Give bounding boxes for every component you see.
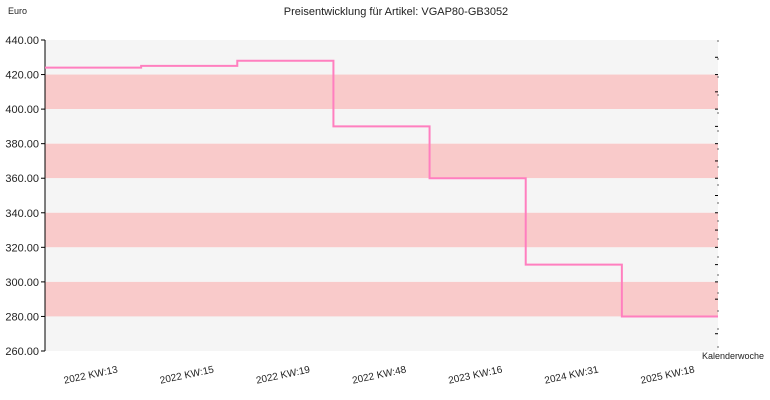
background-bands — [45, 40, 718, 351]
x-tick-label: 2022 KW:15 — [159, 364, 215, 386]
x-axis-ticks: 2022 KW:13 2022 KW:15 2022 KW:19 2022 KW:48… — [63, 364, 696, 386]
grid-band — [45, 281, 718, 317]
y-axis-ticks: 260.00 280.00 300.00 320.00 340.00 360.00 380.… — [5, 35, 45, 358]
y-tick-label: 440.00 — [5, 35, 39, 47]
x-tick-label: 2024 KW:31 — [544, 364, 600, 386]
x-tick-label: 2022 KW:13 — [63, 364, 119, 386]
grid-band — [45, 316, 718, 351]
axes — [44, 40, 719, 351]
x-axis-label: Kalenderwoche — [702, 351, 764, 361]
y-tick-label: 320.00 — [5, 242, 39, 254]
x-tick-label: 2025 KW:18 — [640, 364, 696, 386]
y-tick-label: 380.00 — [5, 139, 39, 151]
x-tick-label: 2022 KW:19 — [255, 364, 311, 386]
grid-band — [45, 143, 718, 179]
y-tick-label: 420.00 — [5, 70, 39, 82]
y-tick-label: 400.00 — [5, 104, 39, 116]
y-tick-label: 340.00 — [5, 208, 39, 220]
y-tick-label: 360.00 — [5, 173, 39, 185]
y-tick-label: 300.00 — [5, 277, 39, 289]
y-axis-label: Euro — [8, 6, 27, 16]
grid-band — [45, 212, 718, 248]
y-tick-label: 280.00 — [5, 311, 39, 323]
grid-band — [45, 40, 718, 75]
chart-title: Preisentwicklung für Artikel: VGAP80-GB3… — [284, 6, 508, 18]
x-tick-label: 2023 KW:16 — [447, 364, 503, 386]
price-series-line — [45, 59, 718, 318]
grid-band — [45, 74, 718, 110]
x-tick-label: 2022 KW:48 — [351, 364, 407, 386]
y-tick-label: 260.00 — [5, 346, 39, 358]
grid-band — [45, 178, 718, 213]
